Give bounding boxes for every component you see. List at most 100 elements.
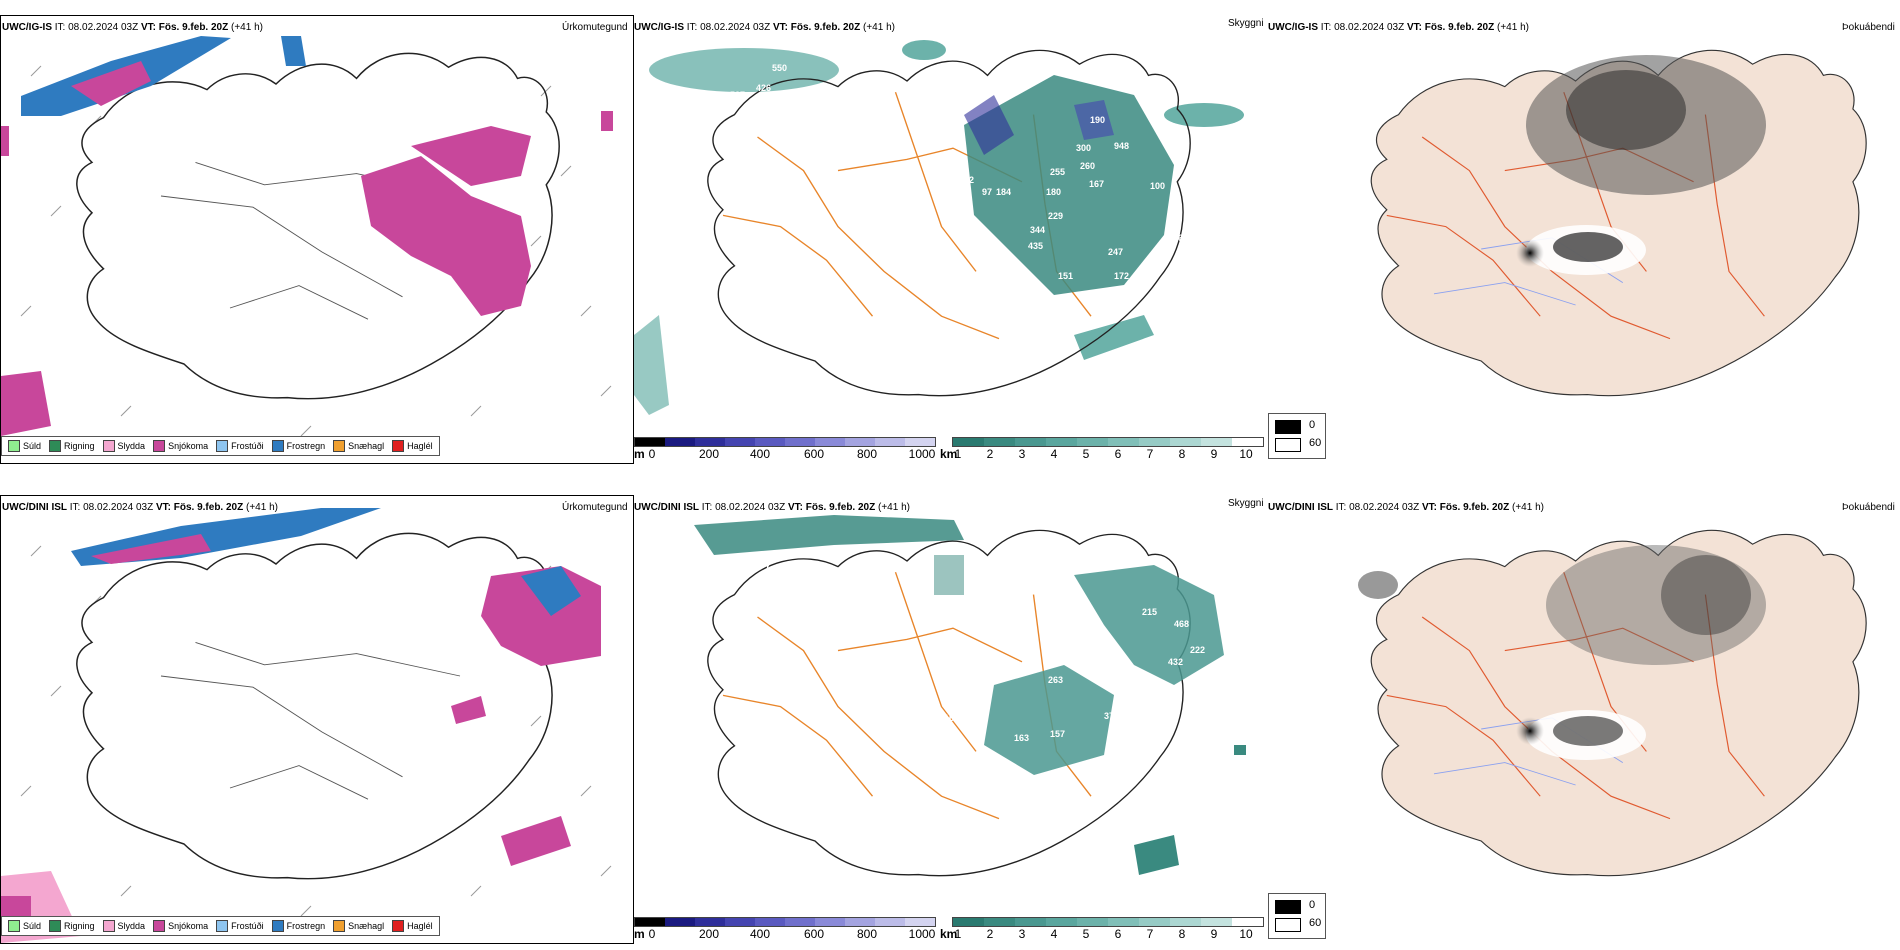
legend-label: Frostúði — [231, 921, 264, 931]
model-label: UWC/DINI ISL — [2, 502, 67, 513]
init-value: 08.02.2024 03Z — [68, 22, 139, 33]
lead-time: (+41 h) — [863, 22, 895, 33]
tick: 5 — [1082, 927, 1090, 941]
legend-label: Snjókoma — [168, 441, 209, 451]
tick: 200 — [698, 927, 720, 941]
lead-time: (+41 h) — [878, 502, 910, 513]
swatch — [49, 920, 62, 932]
init-label: IT: — [69, 502, 81, 513]
model-label: UWC/IG-IS — [1268, 22, 1318, 33]
tick: 9 — [1210, 447, 1218, 461]
fog-legend-dini: 0 60 — [1268, 893, 1326, 939]
legend-item-snjokoma: Snjókoma — [153, 920, 208, 932]
cloud-label: 167 — [1089, 179, 1105, 189]
legend-label: Súld — [23, 921, 42, 931]
panel-title-fog-ig: UWC/IG-IS IT: 08.02.2024 03Z VT: Fös. 9.… — [1268, 22, 1529, 33]
init-label: IT: — [701, 502, 713, 513]
valid-label: VT: — [140, 22, 156, 33]
tick: 600 — [803, 447, 825, 461]
visibility-colorbar-dini — [952, 917, 1264, 927]
cloud-label: 550 — [772, 63, 788, 73]
fog-legend-label: 0 — [1309, 899, 1316, 911]
init-label: IT: — [686, 22, 698, 33]
panel-title-precip-dini: UWC/DINI ISL IT: 08.02.2024 03Z VT: Fös.… — [2, 502, 278, 513]
cloud-label: 435 — [1028, 241, 1044, 251]
model-label: UWC/DINI ISL — [1268, 502, 1333, 513]
init-label: IT: — [54, 22, 66, 33]
swatch — [8, 440, 20, 452]
legend-item-sudld: Súld — [8, 440, 41, 452]
legend-label: Slydda — [117, 921, 146, 931]
cloud-base-unit: m — [634, 927, 645, 941]
valid-label: VT: — [787, 502, 803, 513]
legend-item-rigning: Rigning — [49, 440, 95, 452]
cloud-label: 263 — [1048, 675, 1064, 685]
precip-type-panel-ig: Súld Rigning Slydda Snjókoma Frostúði Fr… — [0, 15, 634, 464]
tick: 7 — [1146, 447, 1154, 461]
legend-label: Haglél — [407, 921, 433, 931]
tick: 8 — [1178, 927, 1186, 941]
swatch — [102, 440, 115, 452]
panel-title-precip-ig: UWC/IG-IS IT: 08.02.2024 03Z VT: Fös. 9.… — [2, 22, 263, 33]
legend-label: Frostregn — [286, 441, 326, 451]
init-value: 08.02.2024 03Z — [1334, 22, 1405, 33]
fog-legend-label: 60 — [1309, 917, 1322, 929]
legend-label: Frostregn — [286, 921, 326, 931]
valid-label: VT: — [155, 502, 171, 513]
tick: 0 — [648, 927, 656, 941]
panel-type-precip-ig: Úrkomutegund — [562, 22, 628, 33]
valid-value: Fös. 9.feb. 20Z — [173, 502, 244, 513]
model-label: UWC/IG-IS — [634, 22, 684, 33]
tick: 7 — [1146, 927, 1154, 941]
cloud-label: 180 — [1046, 187, 1062, 197]
legend-item-frostudi: Frostúði — [216, 920, 264, 932]
tick: 0 — [648, 447, 656, 461]
panel-type-precip-dini: Úrkomutegund — [562, 502, 628, 513]
panel-type-fog-ig: Þokuábendi — [1842, 22, 1895, 33]
tick: 1000 — [908, 927, 936, 941]
init-value: 08.02.2024 03Z — [700, 22, 771, 33]
cloud-label: 151 — [1058, 271, 1074, 281]
cloud-label: 104 — [944, 251, 960, 261]
legend-item-frostregn: Frostregn — [271, 920, 326, 932]
tick: 400 — [749, 927, 771, 941]
visibility-unit: km — [940, 447, 958, 461]
lead-time: (+41 h) — [1497, 22, 1529, 33]
swatch — [49, 440, 62, 452]
swatch — [271, 440, 284, 452]
cloud-label: 163 — [1014, 733, 1030, 743]
cloud-label: 527 — [730, 90, 746, 100]
cloud-label: 247 — [1108, 247, 1124, 257]
panel-title-visibility-dini: UWC/DINI ISL IT: 08.02.2024 03Z VT: Fös.… — [634, 502, 910, 513]
fog-panel-ig: 0 60 — [1266, 15, 1900, 462]
legend-item-slydda: Slydda — [102, 920, 146, 932]
legend-label: Rigning — [64, 921, 95, 931]
cloud-label: 260 — [1080, 161, 1096, 171]
tick: 4 — [1050, 927, 1058, 941]
swatch — [102, 920, 115, 932]
cloud-label: 426 — [756, 83, 772, 93]
valid-label: VT: — [1421, 502, 1437, 513]
lead-time: (+41 h) — [1512, 502, 1544, 513]
legend-label: Haglél — [407, 441, 433, 451]
fog-map-dini — [1358, 529, 1867, 877]
legend-item-frostregn: Frostregn — [271, 440, 326, 452]
cloud-label: 514 — [754, 560, 770, 570]
legend-item-rigning: Rigning — [49, 920, 95, 932]
tick: 1 — [954, 447, 962, 461]
visibility-panel-dini: 514 215 468 222 432 263 161 163 157 373 … — [634, 495, 1264, 942]
visibility-map-ig — [634, 40, 1244, 415]
tick: 200 — [698, 447, 720, 461]
lead-time: (+41 h) — [231, 22, 263, 33]
precip-type-legend-ig: Súld Rigning Slydda Snjókoma Frostúði Fr… — [1, 436, 440, 456]
legend-item-snaehagl: Snæhagl — [333, 440, 384, 452]
swatch — [333, 440, 346, 452]
tick: 2 — [986, 447, 994, 461]
valid-value: Fös. 9.feb. 20Z — [1439, 502, 1510, 513]
legend-item-slydda: Slydda — [102, 440, 145, 452]
fog-swatch — [1275, 900, 1301, 914]
swatch — [216, 920, 229, 932]
cloud-label: 157 — [1050, 729, 1066, 739]
tick: 1000 — [908, 447, 936, 461]
tick: 1 — [954, 927, 962, 941]
